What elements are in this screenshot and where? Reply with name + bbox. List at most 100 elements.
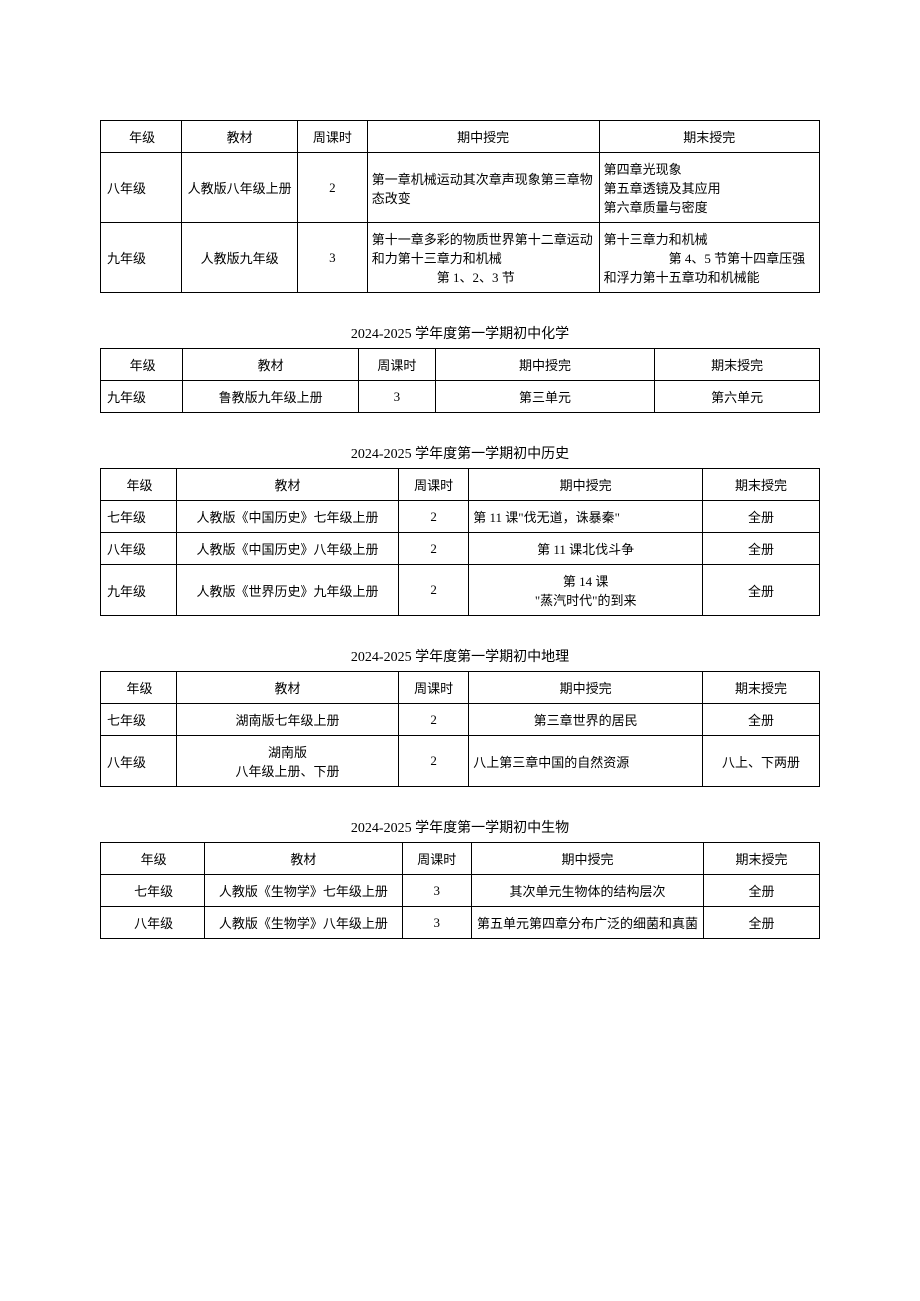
cell-textbook: 湖南版 八年级上册、下册 bbox=[176, 736, 398, 787]
physics-section: 年级 教材 周课时 期中授完 期末授完 八年级 人教版八年级上册 2 第一章机械… bbox=[100, 120, 820, 293]
header-midterm: 期中授完 bbox=[469, 672, 703, 704]
history-section: 2024-2025 学年度第一学期初中历史 年级 教材 周课时 期中授完 期末授… bbox=[100, 443, 820, 616]
cell-final: 第六单元 bbox=[655, 381, 820, 413]
header-textbook: 教材 bbox=[183, 349, 359, 381]
table-row: 八年级 人教版《生物学》八年级上册 3 第五单元第四章分布广泛的细菌和真菌 全册 bbox=[101, 907, 820, 939]
cell-hours: 3 bbox=[402, 907, 472, 939]
cell-grade: 七年级 bbox=[101, 501, 177, 533]
cell-hours: 3 bbox=[298, 223, 368, 293]
header-hours: 周课时 bbox=[402, 843, 472, 875]
cell-grade: 八年级 bbox=[101, 153, 182, 223]
table-header-row: 年级 教材 周课时 期中授完 期末授完 bbox=[101, 121, 820, 153]
cell-textbook: 人教版《中国历史》七年级上册 bbox=[176, 501, 398, 533]
geography-table: 年级 教材 周课时 期中授完 期末授完 七年级 湖南版七年级上册 2 第三章世界… bbox=[100, 671, 820, 787]
header-final: 期末授完 bbox=[655, 349, 820, 381]
header-final: 期末授完 bbox=[704, 843, 820, 875]
header-hours: 周课时 bbox=[399, 672, 469, 704]
cell-hours: 2 bbox=[399, 501, 469, 533]
cell-grade: 八年级 bbox=[101, 533, 177, 565]
geography-section: 2024-2025 学年度第一学期初中地理 年级 教材 周课时 期中授完 期末授… bbox=[100, 646, 820, 787]
header-textbook: 教材 bbox=[182, 121, 298, 153]
cell-grade: 七年级 bbox=[101, 704, 177, 736]
table-row: 八年级 人教版八年级上册 2 第一章机械运动其次章声现象第三章物态改变 第四章光… bbox=[101, 153, 820, 223]
header-final: 期末授完 bbox=[599, 121, 819, 153]
cell-midterm: 八上第三章中国的自然资源 bbox=[469, 736, 703, 787]
cell-textbook: 湖南版七年级上册 bbox=[176, 704, 398, 736]
header-hours: 周课时 bbox=[358, 349, 435, 381]
cell-midterm: 第 11 课北伐斗争 bbox=[469, 533, 703, 565]
cell-hours: 3 bbox=[358, 381, 435, 413]
table-row: 八年级 人教版《中国历史》八年级上册 2 第 11 课北伐斗争 全册 bbox=[101, 533, 820, 565]
table-row: 七年级 人教版《生物学》七年级上册 3 其次单元生物体的结构层次 全册 bbox=[101, 875, 820, 907]
cell-hours: 2 bbox=[399, 736, 469, 787]
cell-final: 第四章光现象 第五章透镜及其应用 第六章质量与密度 bbox=[599, 153, 819, 223]
table-header-row: 年级 教材 周课时 期中授完 期末授完 bbox=[101, 349, 820, 381]
biology-title: 2024-2025 学年度第一学期初中生物 bbox=[100, 817, 820, 837]
history-title: 2024-2025 学年度第一学期初中历史 bbox=[100, 443, 820, 463]
cell-grade: 八年级 bbox=[101, 736, 177, 787]
table-row: 七年级 人教版《中国历史》七年级上册 2 第 11 课"伐无道，诛暴秦" 全册 bbox=[101, 501, 820, 533]
chemistry-section: 2024-2025 学年度第一学期初中化学 年级 教材 周课时 期中授完 期末授… bbox=[100, 323, 820, 413]
cell-midterm: 第三章世界的居民 bbox=[469, 704, 703, 736]
cell-hours: 2 bbox=[399, 565, 469, 616]
cell-final: 全册 bbox=[704, 907, 820, 939]
header-midterm: 期中授完 bbox=[367, 121, 599, 153]
table-row: 九年级 人教版《世界历史》九年级上册 2 第 14 课 "蒸汽时代"的到来 全册 bbox=[101, 565, 820, 616]
cell-hours: 3 bbox=[402, 875, 472, 907]
cell-hours: 2 bbox=[399, 704, 469, 736]
table-row: 七年级 湖南版七年级上册 2 第三章世界的居民 全册 bbox=[101, 704, 820, 736]
header-grade: 年级 bbox=[101, 469, 177, 501]
header-midterm: 期中授完 bbox=[472, 843, 704, 875]
table-row: 九年级 鲁教版九年级上册 3 第三单元 第六单元 bbox=[101, 381, 820, 413]
cell-hours: 2 bbox=[399, 533, 469, 565]
header-grade: 年级 bbox=[101, 349, 183, 381]
cell-final: 全册 bbox=[703, 565, 820, 616]
header-grade: 年级 bbox=[101, 843, 205, 875]
cell-final: 第十三章力和机械 第 4、5 节第十四章压强和浮力第十五章功和机械能 bbox=[599, 223, 819, 293]
cell-textbook: 鲁教版九年级上册 bbox=[183, 381, 359, 413]
table-row: 九年级 人教版九年级 3 第十一章多彩的物质世界第十二章运动和力第十三章力和机械… bbox=[101, 223, 820, 293]
physics-table: 年级 教材 周课时 期中授完 期末授完 八年级 人教版八年级上册 2 第一章机械… bbox=[100, 120, 820, 293]
biology-section: 2024-2025 学年度第一学期初中生物 年级 教材 周课时 期中授完 期末授… bbox=[100, 817, 820, 939]
cell-midterm: 第 11 课"伐无道，诛暴秦" bbox=[469, 501, 703, 533]
table-row: 八年级 湖南版 八年级上册、下册 2 八上第三章中国的自然资源 八上、下两册 bbox=[101, 736, 820, 787]
header-hours: 周课时 bbox=[298, 121, 368, 153]
header-textbook: 教材 bbox=[205, 843, 402, 875]
cell-textbook: 人教版九年级 bbox=[182, 223, 298, 293]
cell-grade: 九年级 bbox=[101, 381, 183, 413]
cell-final: 全册 bbox=[703, 533, 820, 565]
header-midterm: 期中授完 bbox=[435, 349, 655, 381]
header-textbook: 教材 bbox=[176, 672, 398, 704]
biology-table: 年级 教材 周课时 期中授完 期末授完 七年级 人教版《生物学》七年级上册 3 … bbox=[100, 842, 820, 939]
table-header-row: 年级 教材 周课时 期中授完 期末授完 bbox=[101, 469, 820, 501]
header-grade: 年级 bbox=[101, 672, 177, 704]
cell-textbook: 人教版八年级上册 bbox=[182, 153, 298, 223]
cell-midterm: 第 14 课 "蒸汽时代"的到来 bbox=[469, 565, 703, 616]
header-textbook: 教材 bbox=[176, 469, 398, 501]
table-header-row: 年级 教材 周课时 期中授完 期末授完 bbox=[101, 672, 820, 704]
cell-final: 八上、下两册 bbox=[703, 736, 820, 787]
cell-final: 全册 bbox=[704, 875, 820, 907]
cell-textbook: 人教版《生物学》七年级上册 bbox=[205, 875, 402, 907]
cell-grade: 九年级 bbox=[101, 565, 177, 616]
cell-grade: 八年级 bbox=[101, 907, 205, 939]
cell-final: 全册 bbox=[703, 704, 820, 736]
cell-grade: 七年级 bbox=[101, 875, 205, 907]
cell-midterm: 第五单元第四章分布广泛的细菌和真菌 bbox=[472, 907, 704, 939]
cell-textbook: 人教版《生物学》八年级上册 bbox=[205, 907, 402, 939]
header-final: 期末授完 bbox=[703, 469, 820, 501]
cell-textbook: 人教版《中国历史》八年级上册 bbox=[176, 533, 398, 565]
cell-midterm: 第一章机械运动其次章声现象第三章物态改变 bbox=[367, 153, 599, 223]
cell-final: 全册 bbox=[703, 501, 820, 533]
header-final: 期末授完 bbox=[703, 672, 820, 704]
history-table: 年级 教材 周课时 期中授完 期末授完 七年级 人教版《中国历史》七年级上册 2… bbox=[100, 468, 820, 616]
chemistry-table: 年级 教材 周课时 期中授完 期末授完 九年级 鲁教版九年级上册 3 第三单元 … bbox=[100, 348, 820, 413]
header-midterm: 期中授完 bbox=[469, 469, 703, 501]
chemistry-title: 2024-2025 学年度第一学期初中化学 bbox=[100, 323, 820, 343]
cell-midterm: 其次单元生物体的结构层次 bbox=[472, 875, 704, 907]
cell-midterm: 第三单元 bbox=[435, 381, 655, 413]
table-header-row: 年级 教材 周课时 期中授完 期末授完 bbox=[101, 843, 820, 875]
geography-title: 2024-2025 学年度第一学期初中地理 bbox=[100, 646, 820, 666]
cell-midterm: 第十一章多彩的物质世界第十二章运动和力第十三章力和机械 第 1、2、3 节 bbox=[367, 223, 599, 293]
cell-hours: 2 bbox=[298, 153, 368, 223]
